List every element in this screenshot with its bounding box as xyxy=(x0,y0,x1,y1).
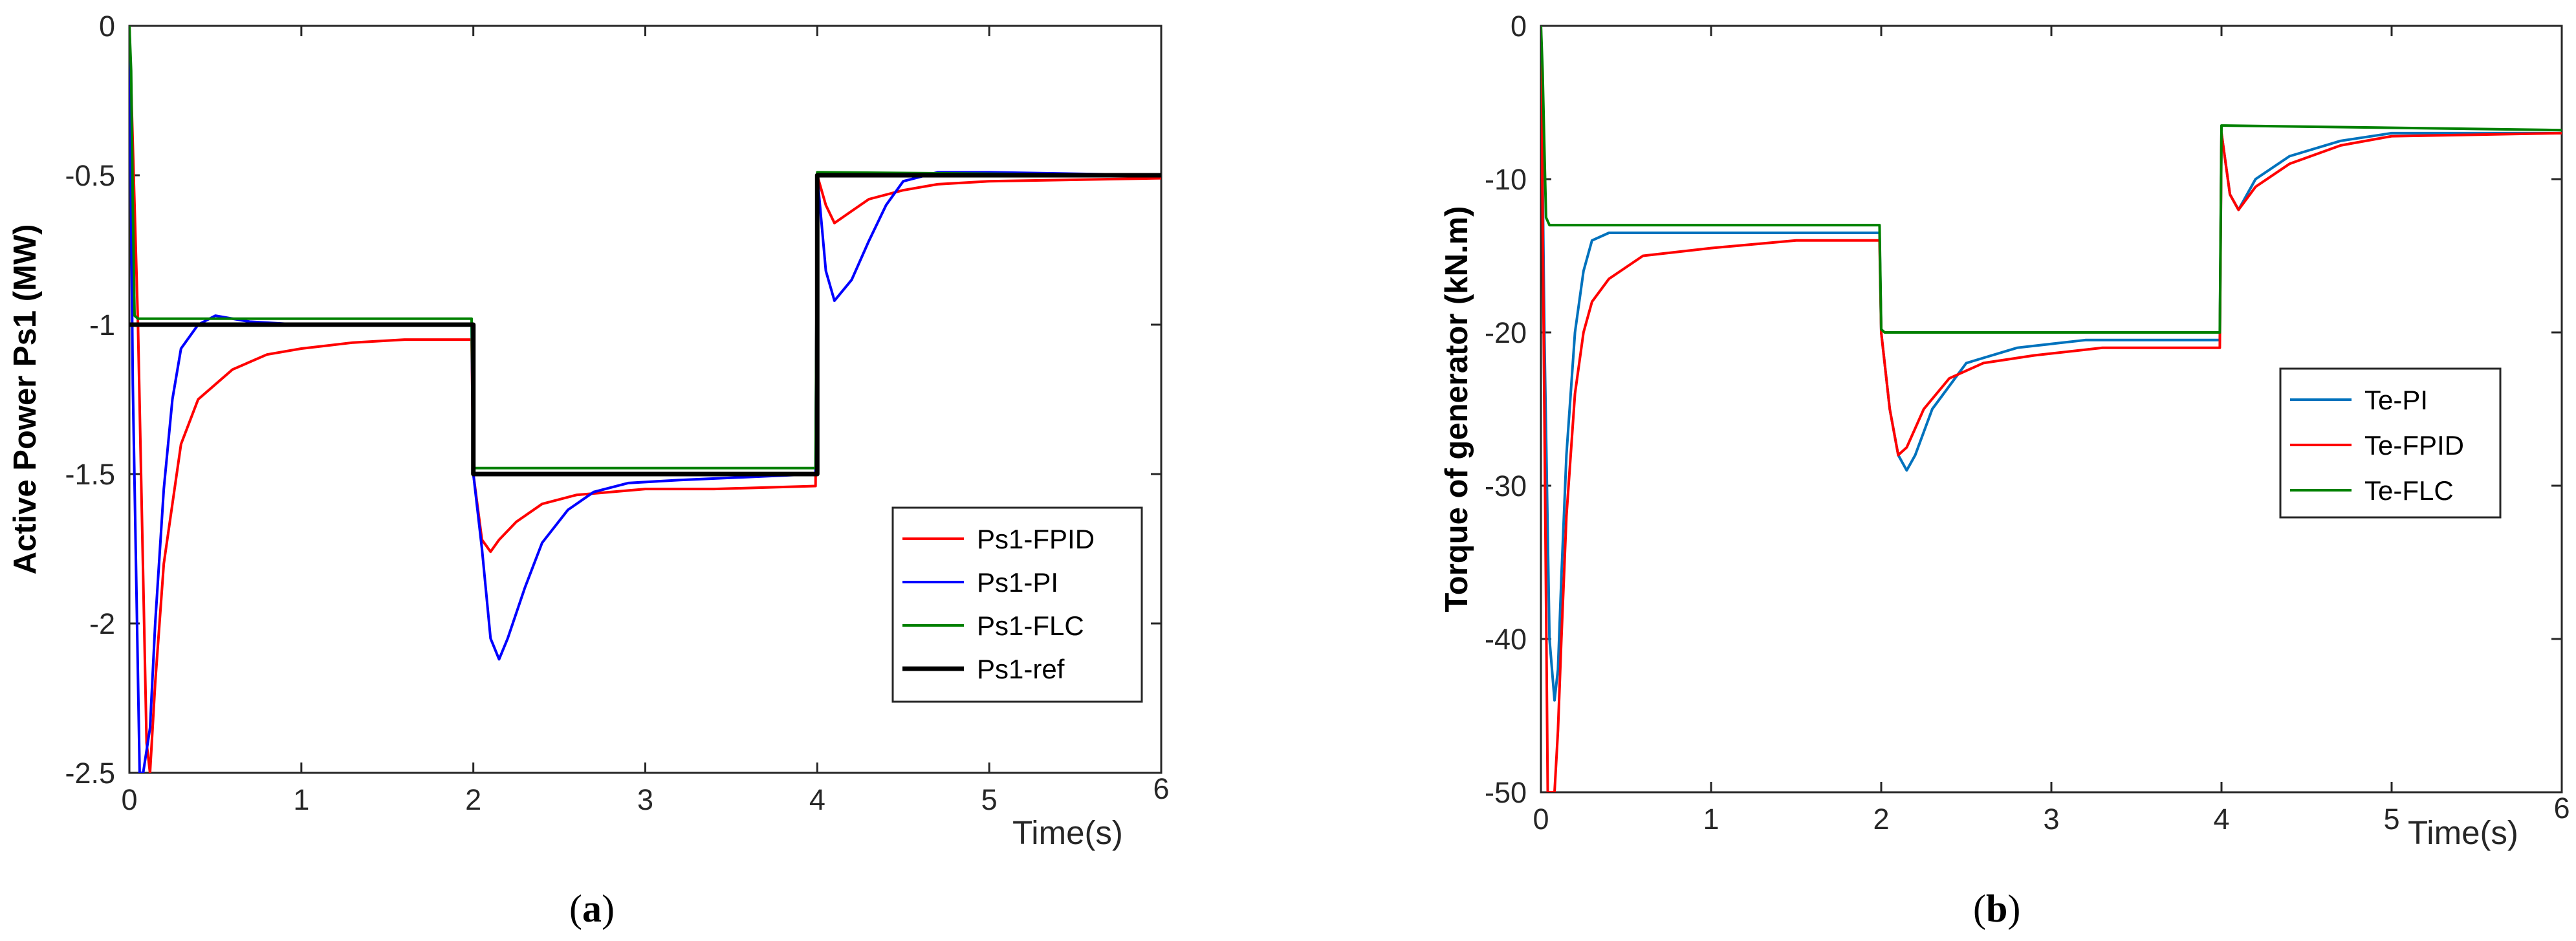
chart-panel-b: 0 1 2 3 4 5 6 0 -10 -20 -30 -40 -50 Torque of gener… xyxy=(1439,10,2570,930)
x-axis-label: Time(s) xyxy=(2408,814,2518,851)
series-line-ps1-fpid xyxy=(129,26,1161,773)
series-lines xyxy=(129,26,1161,773)
legend-entry: Te-FLC xyxy=(2364,475,2454,506)
y-tick-label: -0.5 xyxy=(65,159,115,192)
y-axis-label: Active Power Ps1 (MW) xyxy=(8,224,43,575)
legend-entry: Ps1-FPID xyxy=(977,524,1095,554)
y-tick-label: -10 xyxy=(1485,163,1527,196)
series-line-ps1-ref xyxy=(129,173,1161,477)
x-tick-label: 5 xyxy=(981,783,998,816)
chart-panel-a: 0 1 2 3 4 5 6 0 -0.5 -1 -1.5 -2 -2.5 Active Power P… xyxy=(8,10,1170,930)
x-axis-label: Time(s) xyxy=(1012,814,1123,851)
x-tick-label: 1 xyxy=(293,783,309,816)
y-tick-label: -20 xyxy=(1485,316,1527,349)
y-tick-label: -2.5 xyxy=(65,757,115,790)
series-lines xyxy=(1541,26,2562,792)
y-tick-label: -50 xyxy=(1485,776,1527,809)
legend-entry: Te-FPID xyxy=(2364,430,2464,460)
legend-entry: Ps1-FLC xyxy=(977,611,1084,641)
panel-label: b xyxy=(1986,887,2007,930)
y-tick-labels: 0 -10 -20 -30 -40 -50 xyxy=(1485,10,1527,809)
y-tick-label: -40 xyxy=(1485,623,1527,656)
x-tick-label: 0 xyxy=(1533,803,1549,836)
panel-label: a xyxy=(582,887,602,930)
x-tick-label: 0 xyxy=(121,783,137,816)
series-line-te-fpid xyxy=(1541,26,2562,792)
series-line-ps1-flc xyxy=(129,26,1161,470)
y-tick-label: -1.5 xyxy=(65,458,115,491)
legend-entry: Ps1-ref xyxy=(977,654,1065,684)
x-tick-label: 5 xyxy=(2383,803,2399,836)
x-tick-label: 6 xyxy=(1153,772,1169,805)
x-tick-labels: 0 1 2 3 4 5 6 xyxy=(121,772,1169,816)
legend-box xyxy=(2279,367,2502,519)
x-tick-label: 4 xyxy=(809,783,825,816)
x-tick-label: 3 xyxy=(2043,803,2059,836)
y-tick-labels: 0 -0.5 -1 -1.5 -2 -2.5 xyxy=(65,10,115,790)
svg-text:(b): (b) xyxy=(1973,887,2020,930)
x-tick-label: 4 xyxy=(2213,803,2229,836)
y-tick-label: -30 xyxy=(1485,470,1527,503)
x-tick-label: 2 xyxy=(465,783,481,816)
y-tick-label: 0 xyxy=(99,10,115,43)
legend-entry: Te-PI xyxy=(2364,385,2428,415)
axis-ticks xyxy=(1540,25,2563,794)
x-tick-label: 2 xyxy=(1873,803,1889,836)
x-tick-label: 3 xyxy=(637,783,653,816)
legend: Ps1-FPID Ps1-PI Ps1-FLC Ps1-ref xyxy=(891,506,1143,703)
y-tick-label: 0 xyxy=(1511,10,1527,43)
series-line-te-flc xyxy=(1541,26,2562,334)
series-line-ps1-pi xyxy=(129,26,1161,773)
x-tick-label: 1 xyxy=(1703,803,1719,836)
y-axis-label: Torque of generator (kN.m) xyxy=(1439,206,1474,612)
svg-text:(a): (a) xyxy=(569,887,615,930)
legend: Te-PI Te-FPID Te-FLC xyxy=(2279,367,2502,519)
panel-caption: (a) xyxy=(569,887,615,930)
panel-caption: (b) xyxy=(1973,887,2020,930)
x-tick-labels: 0 1 2 3 4 5 6 xyxy=(1533,792,2570,836)
x-tick-label: 6 xyxy=(2553,792,2570,825)
y-tick-label: -2 xyxy=(89,607,115,640)
y-tick-label: -1 xyxy=(89,308,115,341)
legend-entry: Ps1-PI xyxy=(977,567,1058,598)
